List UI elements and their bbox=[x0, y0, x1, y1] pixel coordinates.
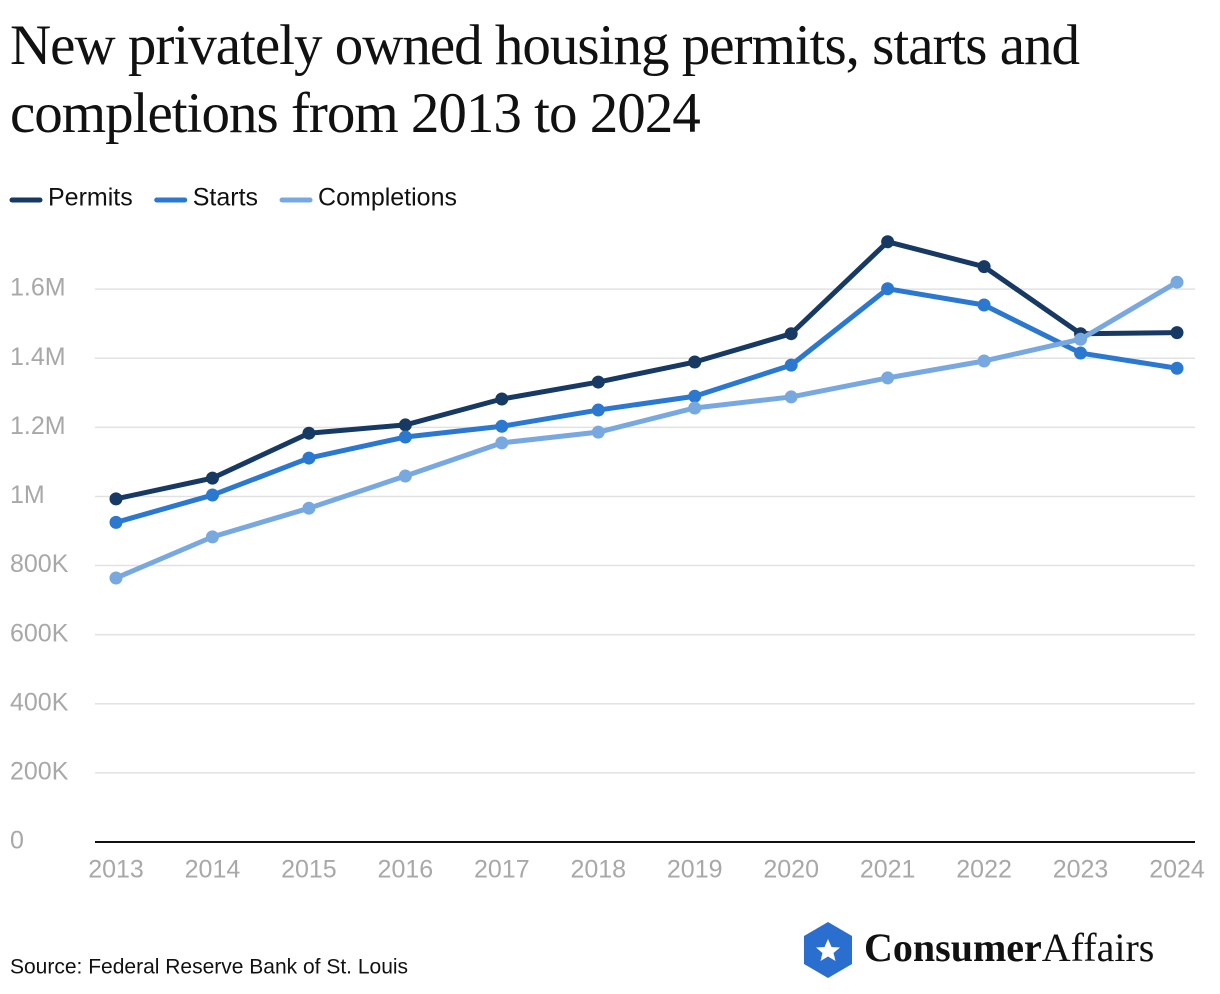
logo-regular: Affairs bbox=[1042, 925, 1155, 970]
data-point bbox=[1074, 346, 1088, 360]
x-tick-label: 2017 bbox=[474, 856, 530, 884]
data-point bbox=[1170, 361, 1184, 375]
x-tick-label: 2014 bbox=[185, 856, 241, 884]
x-tick-label: 2019 bbox=[667, 856, 723, 884]
data-point bbox=[205, 488, 219, 502]
x-tick-label: 2013 bbox=[88, 856, 144, 884]
data-point bbox=[109, 515, 123, 529]
data-point bbox=[205, 471, 219, 485]
legend-label: Completions bbox=[318, 184, 457, 212]
data-point bbox=[688, 389, 702, 403]
data-point bbox=[109, 492, 123, 506]
y-tick-label: 400K bbox=[10, 688, 69, 716]
data-point bbox=[784, 327, 798, 341]
chart-title: New privately owned housing permits, sta… bbox=[10, 14, 1080, 145]
series-line bbox=[115, 280, 1179, 581]
data-point bbox=[398, 430, 412, 444]
data-point bbox=[977, 354, 991, 368]
data-point bbox=[591, 425, 605, 439]
logo: ConsumerAffairs bbox=[804, 922, 1154, 978]
data-point bbox=[495, 436, 509, 450]
y-tick-label: 200K bbox=[10, 757, 69, 785]
data-point bbox=[881, 371, 895, 385]
data-point bbox=[302, 426, 316, 440]
data-point bbox=[302, 501, 316, 515]
data-point bbox=[398, 469, 412, 483]
data-point bbox=[398, 418, 412, 432]
y-tick-label: 800K bbox=[10, 550, 69, 578]
y-tick-label: 1.6M bbox=[10, 274, 66, 302]
y-tick-label: 1M bbox=[10, 481, 45, 509]
x-tick-label: 2022 bbox=[956, 856, 1012, 884]
data-point bbox=[784, 390, 798, 404]
x-tick-label: 2015 bbox=[281, 856, 337, 884]
data-point bbox=[109, 571, 123, 585]
legend-label: Starts bbox=[193, 184, 258, 212]
series-line bbox=[115, 239, 1178, 502]
data-point bbox=[1170, 326, 1184, 340]
data-point bbox=[688, 355, 702, 369]
y-tick-label: 600K bbox=[10, 619, 69, 647]
data-point bbox=[977, 298, 991, 312]
x-tick-label: 2023 bbox=[1053, 856, 1109, 884]
data-point bbox=[881, 235, 895, 249]
y-tick-label: 1.4M bbox=[10, 343, 66, 371]
data-point bbox=[495, 392, 509, 406]
data-point bbox=[881, 282, 895, 296]
x-tick-label: 2024 bbox=[1149, 856, 1205, 884]
legend-label: Permits bbox=[48, 184, 133, 212]
data-point bbox=[302, 451, 316, 465]
y-tick-label: 1.2M bbox=[10, 412, 66, 440]
logo-text: ConsumerAffairs bbox=[864, 925, 1154, 970]
data-point bbox=[205, 530, 219, 544]
data-point bbox=[591, 375, 605, 389]
data-point bbox=[495, 419, 509, 433]
data-point bbox=[784, 358, 798, 372]
data-point bbox=[688, 401, 702, 415]
y-tick-label: 0 bbox=[10, 827, 24, 855]
x-tick-label: 2020 bbox=[763, 856, 819, 884]
source: Source: Federal Reserve Bank of St. Loui… bbox=[10, 956, 408, 979]
logo-bold: Consumer bbox=[864, 925, 1042, 970]
data-point bbox=[977, 260, 991, 274]
data-point bbox=[1170, 275, 1184, 289]
series-line bbox=[115, 286, 1178, 525]
logo-star bbox=[816, 939, 840, 961]
x-tick-label: 2021 bbox=[860, 856, 916, 884]
data-point bbox=[1074, 332, 1088, 346]
data-point bbox=[591, 403, 605, 417]
x-tick-label: 2018 bbox=[570, 856, 626, 884]
x-tick-label: 2016 bbox=[378, 856, 434, 884]
